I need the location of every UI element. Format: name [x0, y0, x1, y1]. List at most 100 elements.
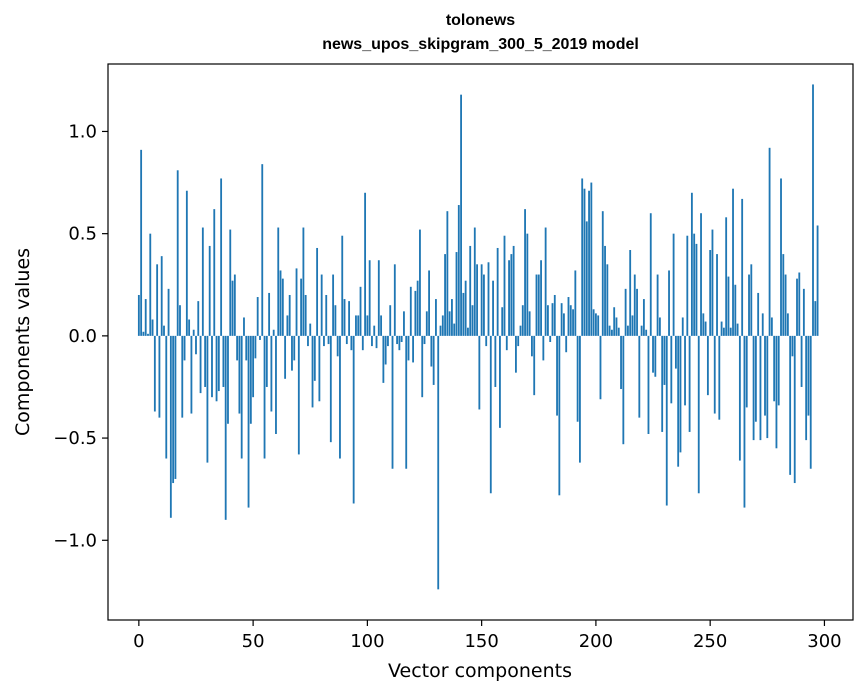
bar: [169, 335, 172, 518]
bar: [414, 290, 417, 336]
bar: [341, 235, 344, 336]
bar: [243, 317, 245, 336]
bar: [784, 274, 787, 336]
bar: [807, 335, 810, 416]
bar: [208, 245, 211, 336]
bar: [247, 335, 250, 508]
y-tick-label: 1.0: [68, 121, 97, 142]
bar: [334, 305, 337, 336]
bar: [252, 335, 255, 398]
bar: [569, 305, 572, 336]
bar: [775, 335, 778, 449]
bar: [423, 335, 426, 345]
bar: [718, 335, 721, 420]
bar: [515, 335, 517, 373]
x-tick-label: 0: [133, 631, 144, 652]
bar: [711, 229, 714, 336]
bar: [407, 335, 410, 361]
bar: [339, 335, 341, 459]
bar: [172, 335, 175, 484]
bar: [761, 313, 764, 336]
bar: [690, 192, 693, 336]
bar: [421, 335, 424, 398]
bar: [364, 192, 367, 336]
x-tick-label: 250: [693, 631, 727, 652]
bar: [608, 325, 611, 336]
bar: [615, 317, 618, 336]
bar: [540, 260, 542, 336]
bar: [455, 252, 458, 336]
bar: [437, 335, 440, 590]
bar: [240, 335, 243, 459]
bar: [174, 335, 177, 479]
bar: [695, 243, 698, 336]
bar: [713, 335, 716, 414]
bar: [277, 227, 280, 336]
bar: [672, 233, 675, 336]
bar: [512, 245, 515, 336]
bar: [649, 213, 652, 336]
bar: [163, 325, 165, 336]
bar: [668, 270, 670, 336]
bar: [471, 305, 474, 336]
bar: [382, 335, 385, 383]
bar: [236, 335, 239, 361]
x-tick-label: 50: [242, 631, 265, 652]
bar: [613, 307, 616, 336]
bar: [770, 317, 773, 336]
bar: [183, 335, 186, 361]
bar: [480, 264, 483, 336]
bar: [645, 329, 648, 336]
bar: [489, 335, 492, 494]
bar: [201, 227, 204, 336]
bar: [291, 335, 293, 371]
bar: [606, 264, 609, 336]
bar: [663, 335, 666, 385]
bar: [284, 335, 287, 379]
bar: [355, 315, 357, 336]
bar: [768, 147, 771, 336]
bar: [368, 260, 371, 336]
bar: [396, 335, 398, 345]
x-tick-label: 150: [464, 631, 498, 652]
bar: [254, 335, 257, 359]
bar: [464, 280, 467, 336]
bar: [579, 335, 581, 463]
bar: [357, 315, 360, 336]
bar: [508, 260, 510, 336]
bar: [263, 335, 266, 459]
bar: [727, 276, 730, 336]
bar: [165, 335, 168, 459]
bar: [553, 294, 556, 336]
bar: [288, 294, 291, 336]
bar: [535, 274, 538, 336]
bar: [624, 288, 627, 336]
bar: [734, 284, 737, 336]
x-axis: 0 50 100 150 200 250 300: [133, 620, 842, 652]
bar: [320, 274, 323, 336]
bar: [677, 335, 680, 467]
bar: [412, 335, 414, 363]
bar: [780, 178, 782, 336]
bar: [188, 319, 191, 336]
bar: [473, 227, 476, 336]
bar: [686, 235, 689, 336]
bar: [494, 335, 497, 387]
bar: [457, 205, 460, 336]
bar: [620, 335, 622, 390]
bar: [185, 190, 188, 336]
bar: [270, 335, 273, 412]
bar: [732, 188, 734, 336]
bar: [432, 335, 435, 385]
bar: [307, 335, 309, 347]
bar: [265, 335, 268, 387]
bar: [403, 311, 405, 336]
chart-subtitle: news_upos_skipgram_300_5_2019 model: [322, 36, 639, 53]
axes-frame: [107, 63, 854, 621]
bar: [206, 335, 209, 463]
bar: [204, 335, 207, 387]
bar: [387, 335, 389, 347]
bar: [295, 268, 298, 336]
bar: [268, 292, 271, 336]
